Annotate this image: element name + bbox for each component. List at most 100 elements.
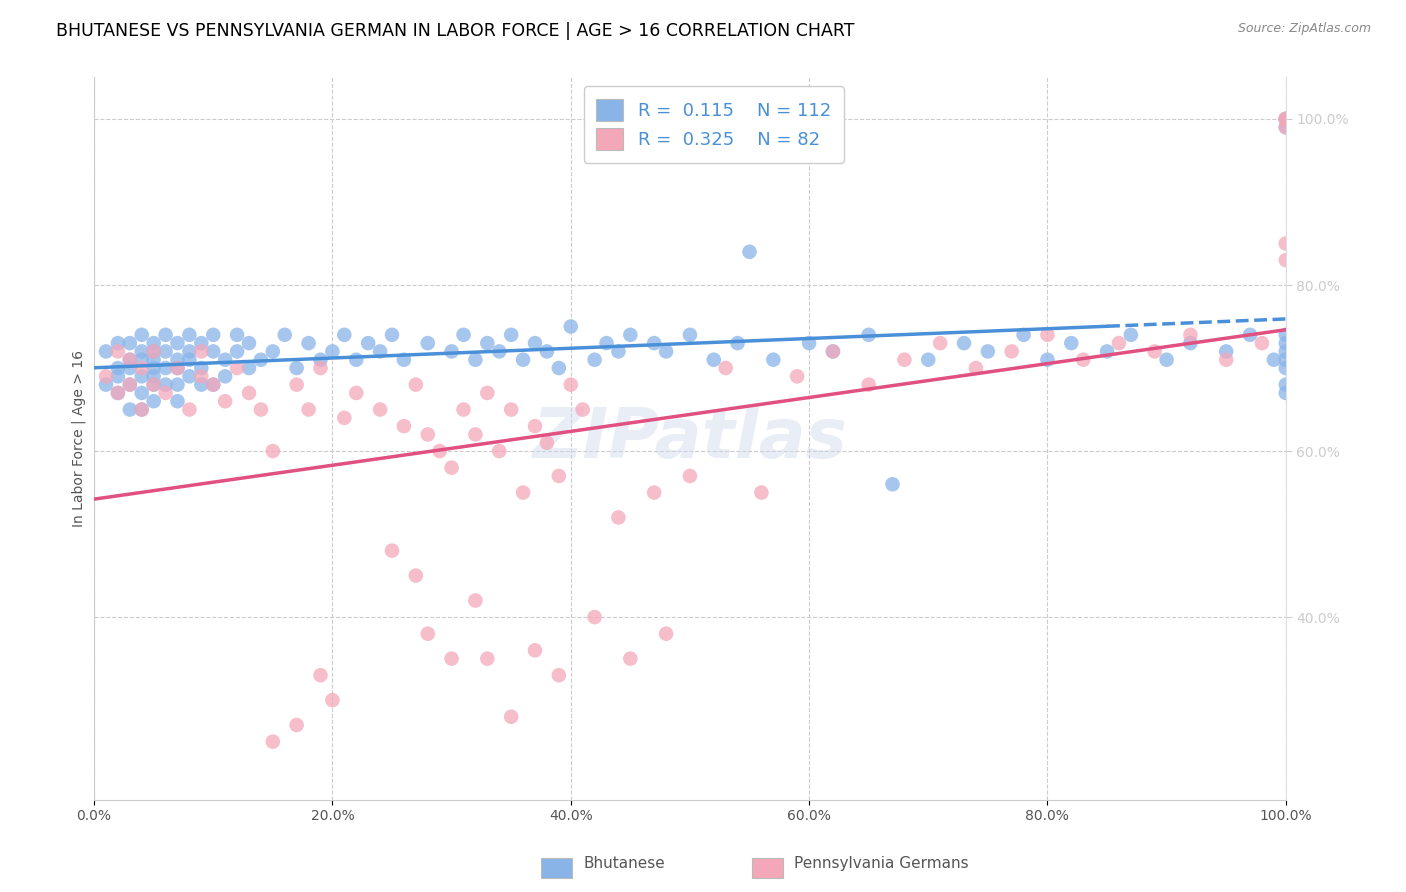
Point (309, 361, 332, 376)
Point (357, 336, 380, 351)
Point (797, 336, 820, 351)
Point (131, 344, 153, 359)
Point (142, 369, 165, 384)
Point (1071, 352, 1094, 367)
Point (190, 369, 212, 384)
Point (512, 352, 534, 367)
Point (1274, 112, 1296, 126)
Point (619, 651, 641, 665)
Point (107, 361, 129, 376)
Point (929, 336, 952, 351)
Point (882, 477, 904, 491)
Point (285, 718, 308, 732)
Point (142, 352, 165, 367)
Point (262, 444, 284, 458)
Point (488, 444, 510, 458)
Point (1180, 327, 1202, 342)
Point (965, 361, 987, 376)
Point (524, 336, 547, 351)
Point (1239, 327, 1261, 342)
Point (190, 361, 212, 376)
Point (131, 402, 153, 417)
Point (1036, 327, 1059, 342)
Text: ZIPatlas: ZIPatlas (533, 405, 848, 472)
Point (285, 377, 308, 392)
Point (118, 352, 141, 367)
Point (595, 336, 617, 351)
Point (107, 344, 129, 359)
Point (440, 344, 463, 359)
Point (583, 610, 606, 624)
Point (655, 344, 678, 359)
Point (1274, 112, 1296, 126)
Point (1251, 336, 1274, 351)
Point (131, 361, 153, 376)
Point (131, 327, 153, 342)
Point (285, 361, 308, 376)
Point (131, 402, 153, 417)
Point (381, 543, 404, 558)
Point (1274, 112, 1296, 126)
Point (536, 435, 558, 450)
Point (416, 427, 439, 442)
Point (214, 394, 236, 409)
Point (226, 361, 249, 376)
Point (142, 377, 165, 392)
Point (202, 327, 225, 342)
Point (179, 327, 201, 342)
Point (858, 327, 880, 342)
Point (344, 386, 367, 401)
Point (821, 344, 844, 359)
Point (179, 402, 201, 417)
Point (262, 344, 284, 359)
Point (1143, 344, 1166, 359)
Point (1215, 352, 1237, 367)
Point (1274, 120, 1296, 135)
Point (607, 344, 630, 359)
Point (142, 344, 165, 359)
Point (368, 344, 391, 359)
Point (142, 394, 165, 409)
Point (333, 410, 356, 425)
Point (560, 319, 582, 334)
Point (250, 402, 273, 417)
Point (762, 352, 785, 367)
Point (1001, 344, 1024, 359)
Point (94, 344, 117, 359)
Point (166, 394, 188, 409)
Point (238, 361, 260, 376)
Point (405, 377, 427, 392)
Point (155, 377, 177, 392)
Point (477, 336, 499, 351)
Point (1274, 112, 1296, 126)
Point (453, 402, 475, 417)
Point (917, 352, 939, 367)
Point (214, 352, 236, 367)
Point (1263, 352, 1285, 367)
Point (619, 327, 641, 342)
Point (190, 344, 212, 359)
Point (536, 344, 558, 359)
Point (440, 460, 463, 475)
Point (321, 693, 343, 707)
Point (464, 352, 486, 367)
Point (155, 344, 177, 359)
Point (297, 336, 319, 351)
Point (1274, 253, 1296, 268)
Point (155, 327, 177, 342)
Point (321, 344, 343, 359)
Point (429, 444, 451, 458)
Point (547, 361, 569, 376)
Point (142, 336, 165, 351)
Point (858, 377, 880, 392)
Point (751, 485, 773, 500)
Point (1274, 327, 1296, 342)
Point (179, 344, 201, 359)
Point (202, 377, 225, 392)
Point (309, 668, 332, 682)
Point (953, 336, 976, 351)
Point (226, 327, 249, 342)
Point (524, 643, 547, 657)
Point (1036, 352, 1059, 367)
Point (571, 402, 593, 417)
